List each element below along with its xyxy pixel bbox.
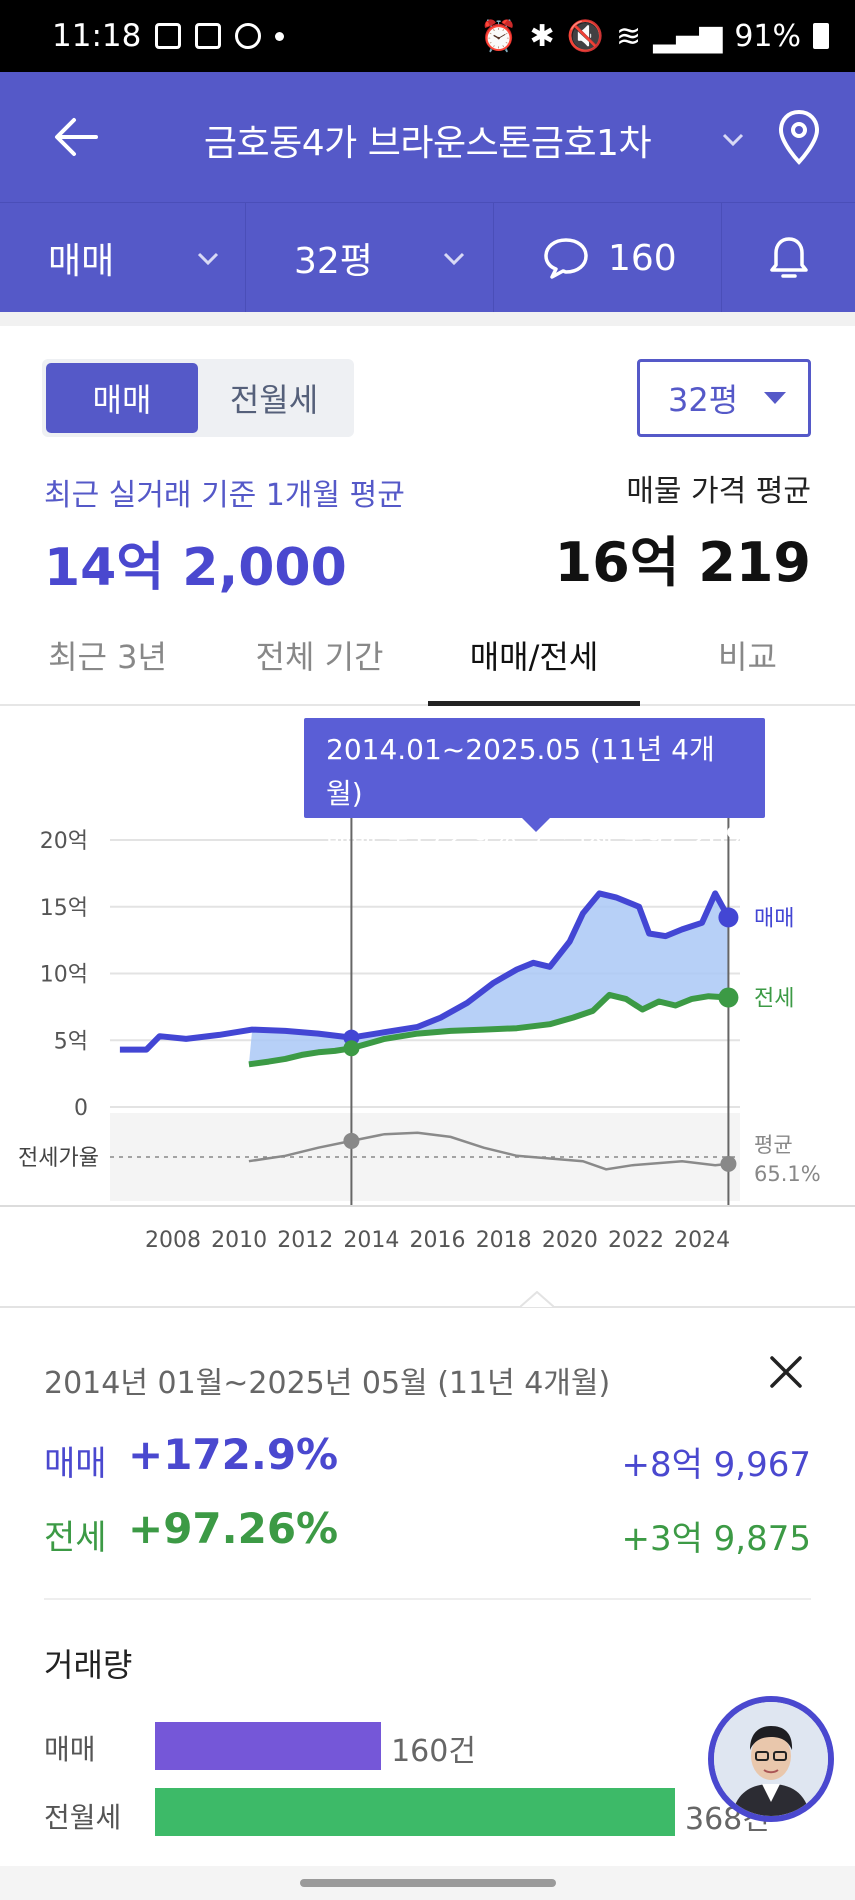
more-notifications-icon bbox=[275, 31, 285, 41]
size-dropdown[interactable]: 32평 bbox=[637, 359, 811, 437]
person-avatar-icon bbox=[714, 1702, 828, 1816]
volume-sale-bar bbox=[155, 1722, 382, 1770]
range-tooltip: 2014.01~2025.05 (11년 4개월) 매매 +172.9% / 전… bbox=[304, 718, 765, 854]
sale-change-percent: +172.9% bbox=[128, 1430, 339, 1479]
tooltip-period: 2014.01~2025.05 (11년 4개월) bbox=[326, 733, 715, 810]
bell-icon bbox=[769, 237, 808, 278]
caret-down-icon bbox=[764, 392, 786, 404]
rent-series-label: 전세 bbox=[754, 987, 794, 1012]
sale-end-point bbox=[718, 907, 739, 928]
x-tick-label: 2014 bbox=[343, 1228, 399, 1253]
ratio-average-value: 65.1% bbox=[754, 1162, 821, 1186]
map-pin-icon[interactable] bbox=[776, 108, 822, 166]
ratio-line bbox=[248, 1131, 729, 1171]
volume-sale-value: 160건 bbox=[391, 1734, 476, 1769]
volume-rent-bar bbox=[155, 1788, 675, 1836]
sale-series-label: 매매 bbox=[754, 906, 794, 931]
mute-icon: 🔇 bbox=[566, 18, 604, 54]
x-tick-label: 2016 bbox=[410, 1228, 466, 1253]
sale-change-label: 매매 bbox=[44, 1444, 107, 1484]
comments-button[interactable]: 160 bbox=[494, 203, 722, 313]
section-divider bbox=[0, 312, 855, 326]
ratio-average-label: 평균 bbox=[754, 1133, 793, 1157]
volume-sale-label: 매매 bbox=[44, 1733, 96, 1766]
sale-rent-toggle: 매매 전월세 bbox=[42, 359, 354, 437]
size-filter-label: 32평 bbox=[294, 241, 373, 282]
range-text: 2014년 01월~2025년 05월 (11년 4개월) bbox=[44, 1366, 611, 1401]
volume-title: 거래량 bbox=[44, 1646, 133, 1684]
x-tick-label: 2012 bbox=[277, 1228, 333, 1253]
chevron-down-icon bbox=[443, 252, 465, 266]
tab-compare[interactable]: 비교 bbox=[718, 638, 777, 676]
comments-count: 160 bbox=[608, 237, 677, 279]
status-bar: 11:18 ⏰ ✱ 🔇 ≋ ▂▄▆ 91% bbox=[0, 0, 855, 72]
battery-level: 91% bbox=[734, 18, 801, 54]
y-tick-label: 10억 bbox=[40, 963, 88, 988]
rent-start-point bbox=[343, 1040, 360, 1057]
x-tick-label: 2008 bbox=[145, 1228, 201, 1253]
comment-bubble-icon bbox=[544, 238, 588, 279]
chevron-down-icon bbox=[197, 252, 219, 266]
close-icon[interactable] bbox=[766, 1352, 806, 1392]
back-arrow-icon[interactable] bbox=[52, 112, 102, 162]
home-gesture-handle[interactable] bbox=[300, 1879, 556, 1887]
toggle-rent[interactable]: 전월세 bbox=[229, 381, 319, 419]
signal-icon: ▂▄▆ bbox=[653, 18, 723, 54]
battery-icon bbox=[813, 23, 829, 49]
x-tick-label: 2022 bbox=[608, 1228, 664, 1253]
x-tick-label: 2024 bbox=[674, 1228, 730, 1253]
tooltip-pointer bbox=[522, 818, 550, 832]
tab-all-period[interactable]: 전체 기간 bbox=[255, 638, 384, 676]
ratio-start-point bbox=[343, 1132, 360, 1149]
y-tick-label: 15억 bbox=[40, 896, 88, 921]
sale-change-amount: +8억 9,967 bbox=[621, 1445, 811, 1485]
x-tick-label: 2020 bbox=[542, 1228, 598, 1253]
recent-average-label: 최근 실거래 기준 1개월 평균 bbox=[44, 478, 405, 513]
sale-line bbox=[119, 890, 732, 1053]
size-dropdown-label: 32평 bbox=[668, 381, 739, 419]
bluetooth-icon: ✱ bbox=[529, 18, 555, 54]
trade-type-filter[interactable]: 매매 bbox=[0, 203, 246, 313]
x-tick-label: 2010 bbox=[211, 1228, 267, 1253]
listing-average-label: 매물 가격 평균 bbox=[626, 474, 811, 509]
volume-rent-label: 전월세 bbox=[44, 1801, 122, 1834]
tooltip-change: 매매 +172.9% / 전세 +97.26% bbox=[326, 821, 753, 854]
y-tick-label: 20억 bbox=[40, 829, 88, 854]
recent-average-value: 14억 2,000 bbox=[44, 538, 347, 598]
toggle-sale[interactable]: 매매 bbox=[46, 363, 198, 433]
rent-change-amount: +3억 9,875 bbox=[621, 1519, 811, 1559]
notification-icon bbox=[195, 23, 222, 49]
chart-divider bbox=[0, 1306, 855, 1308]
chevron-down-icon[interactable] bbox=[718, 124, 748, 154]
pointer-notch bbox=[520, 1291, 554, 1308]
notification-button[interactable] bbox=[722, 203, 855, 313]
y-tick-label: 0 bbox=[74, 1096, 88, 1121]
alarm-icon: ⏰ bbox=[480, 18, 518, 54]
rent-change-percent: +97.26% bbox=[128, 1504, 339, 1553]
y-tick-label: 5억 bbox=[54, 1029, 88, 1054]
period-tabs: 최근 3년 전체 기간 매매/전세 비교 bbox=[0, 620, 855, 706]
filter-bar: 매매 32평 160 bbox=[0, 202, 855, 313]
sale-rent-gap-area bbox=[248, 893, 729, 1065]
agent-avatar-button[interactable] bbox=[708, 1696, 834, 1822]
listing-average-value: 16억 219 bbox=[554, 531, 811, 594]
gallery-icon bbox=[155, 23, 182, 49]
rent-end-point bbox=[718, 987, 739, 1008]
price-chart[interactable]: 20억 15억 10억 5억 0 전세가율 평균 65.1% 2008 2010 2012 2014 2… bbox=[0, 706, 855, 1306]
x-tick-label: 2018 bbox=[476, 1228, 532, 1253]
complex-title[interactable]: 금호동4가 브라운스톤금호1차 bbox=[203, 123, 652, 164]
chat-bubble-icon bbox=[235, 23, 262, 49]
rent-line bbox=[248, 991, 729, 1068]
tab-recent-3y[interactable]: 최근 3년 bbox=[48, 638, 167, 676]
size-filter[interactable]: 32평 bbox=[246, 203, 494, 313]
status-time: 11:18 bbox=[52, 18, 142, 54]
tab-sale-rent[interactable]: 매매/전세 bbox=[428, 620, 640, 706]
trade-type-label: 매매 bbox=[48, 241, 115, 282]
rent-change-label: 전세 bbox=[44, 1518, 107, 1558]
section-divider bbox=[44, 1598, 811, 1600]
app-bar: 금호동4가 브라운스톤금호1차 bbox=[0, 72, 855, 202]
wifi-icon: ≋ bbox=[615, 18, 642, 54]
ratio-label: 전세가율 bbox=[18, 1146, 99, 1171]
ratio-end-point bbox=[720, 1155, 737, 1172]
